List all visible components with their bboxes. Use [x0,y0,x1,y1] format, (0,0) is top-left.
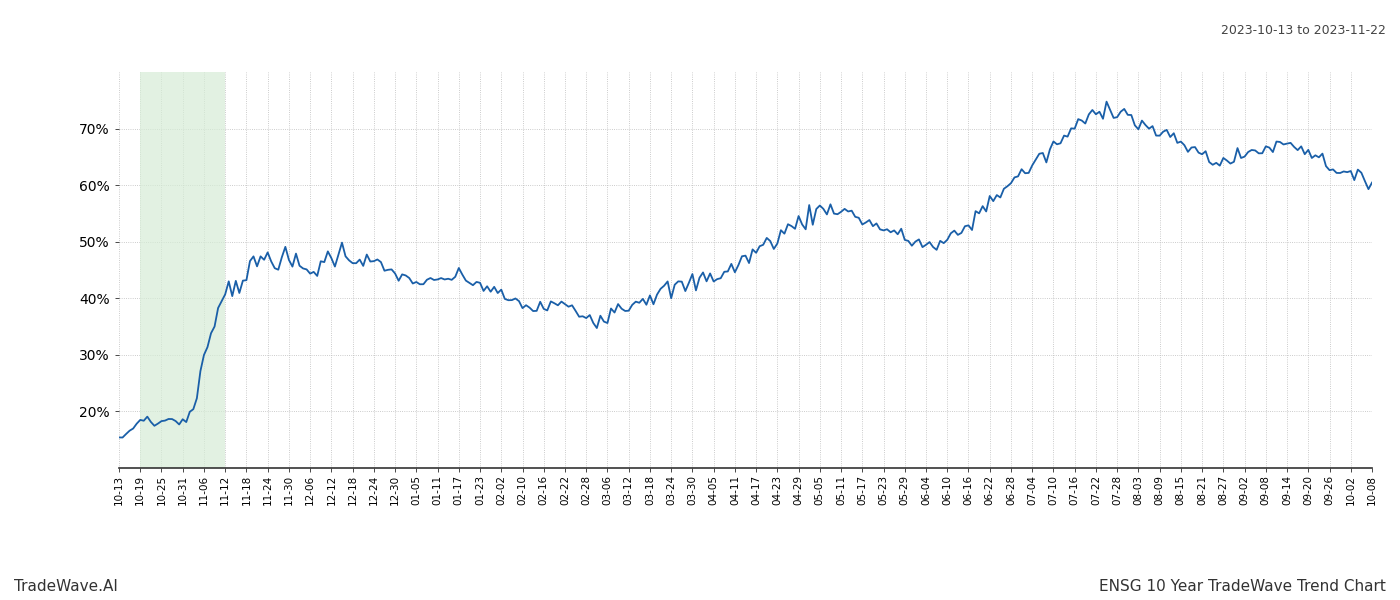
Text: 2023-10-13 to 2023-11-22: 2023-10-13 to 2023-11-22 [1221,24,1386,37]
Text: ENSG 10 Year TradeWave Trend Chart: ENSG 10 Year TradeWave Trend Chart [1099,579,1386,594]
Bar [140,72,225,468]
Text: TradeWave.AI: TradeWave.AI [14,579,118,594]
